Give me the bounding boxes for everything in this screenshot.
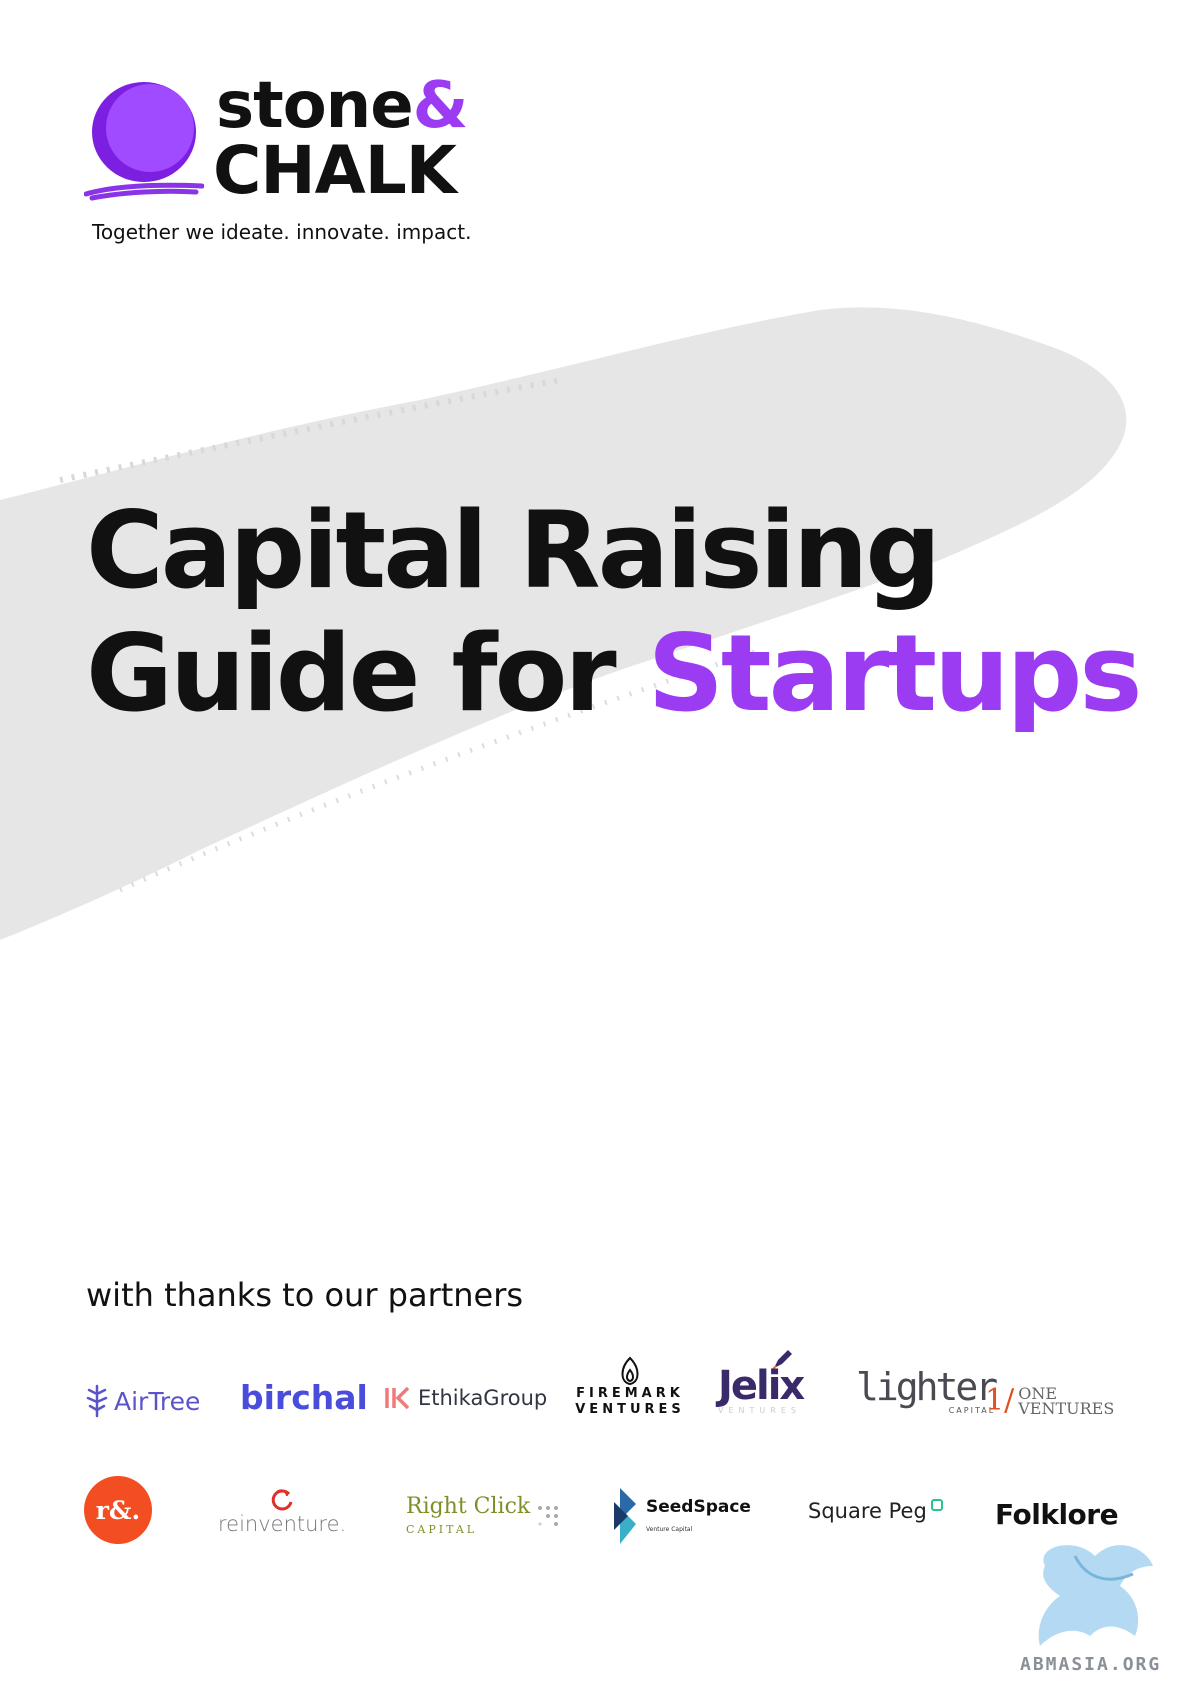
square-peg-icon bbox=[930, 1499, 943, 1511]
flame-icon bbox=[621, 1356, 639, 1386]
airtree-wordmark: AirTree bbox=[114, 1386, 201, 1416]
reinventure-wordmark: reinventure. bbox=[218, 1512, 347, 1536]
partner-logo-seedspace: SeedSpace Venture Capital bbox=[612, 1486, 751, 1546]
one-ventures-mark: 1/ bbox=[985, 1383, 1015, 1419]
partner-logo-lighter-capital: lighter CAPITAL bbox=[856, 1365, 998, 1415]
one-ventures-line-2: VENTURES bbox=[1018, 1399, 1115, 1419]
partner-logo-one-ventures: 1/ ONE VENTURES bbox=[985, 1383, 1115, 1419]
swirl-icon bbox=[271, 1489, 293, 1511]
jelix-subtitle: VENTURES bbox=[718, 1406, 801, 1415]
lighter-wordmark: lighter bbox=[856, 1365, 998, 1409]
lighter-subtitle: CAPITAL bbox=[948, 1406, 996, 1415]
partner-logo-ethika-group: EthikaGroup bbox=[384, 1386, 547, 1410]
tree-icon bbox=[86, 1384, 108, 1418]
chalk-brush-background bbox=[0, 307, 1127, 941]
jelix-wordmark: Jelix bbox=[718, 1363, 805, 1409]
ethika-icon bbox=[385, 1386, 410, 1410]
watermark-text: ABMASIA.ORG bbox=[1020, 1654, 1162, 1675]
brand-wordmark-chalk: CHALK bbox=[213, 132, 457, 209]
square-peg-wordmark: Square Peg bbox=[808, 1499, 927, 1523]
dot-grid-icon bbox=[538, 1505, 559, 1526]
partner-logo-r-and: r&. bbox=[84, 1476, 152, 1544]
partner-logo-square-peg: Square Peg bbox=[808, 1498, 944, 1524]
right-click-name: Right Click bbox=[406, 1494, 531, 1519]
firemark-line-2: VENTURES bbox=[575, 1401, 685, 1417]
seedspace-icon bbox=[614, 1488, 636, 1544]
title-line-1: Capital Raising bbox=[86, 489, 941, 612]
brand-wordmark-stone: stone& bbox=[216, 69, 468, 143]
partners-heading: with thanks to our partners bbox=[86, 1276, 524, 1314]
right-click-wordmark: Right Click CAPITAL bbox=[406, 1496, 530, 1537]
one-ventures-line-1: ONE bbox=[1018, 1384, 1057, 1403]
partner-logo-folklore: Folklore bbox=[995, 1498, 1119, 1531]
partner-logo-firemark-ventures: FIREMARK VENTURES bbox=[575, 1356, 685, 1417]
stone-and-chalk-logo-mark bbox=[84, 82, 204, 201]
rocket-icon bbox=[771, 1350, 792, 1371]
partner-logo-jelix-ventures: Jelix VENTURES bbox=[718, 1348, 818, 1415]
seedspace-subtitle: Venture Capital bbox=[646, 1526, 693, 1533]
right-click-subtitle: CAPITAL bbox=[406, 1523, 478, 1536]
partner-logo-reinventure: reinventure. bbox=[218, 1488, 346, 1536]
document-title: Capital Raising Guide for Startups bbox=[86, 489, 1143, 736]
title-line-2-prefix: Guide for bbox=[86, 611, 648, 735]
brand-ampersand: & bbox=[412, 69, 469, 143]
partner-logo-airtree: AirTree bbox=[84, 1384, 200, 1418]
brand-tagline: Together we ideate. innovate. impact. bbox=[92, 220, 472, 244]
ethika-wordmark: EthikaGroup bbox=[418, 1386, 548, 1410]
seedspace-name: SeedSpace bbox=[646, 1497, 751, 1517]
firemark-line-1: FIREMARK bbox=[576, 1386, 684, 1401]
griffin-watermark-icon bbox=[1038, 1545, 1153, 1646]
partner-logo-birchal: birchal bbox=[240, 1378, 368, 1417]
seedspace-wordmark: SeedSpace Venture Capital bbox=[646, 1497, 751, 1535]
title-line-2-accent: Startups bbox=[647, 611, 1143, 735]
one-ventures-wordmark: ONE VENTURES bbox=[1018, 1384, 1115, 1419]
partner-logo-right-click-capital: Right Click CAPITAL bbox=[406, 1496, 562, 1537]
